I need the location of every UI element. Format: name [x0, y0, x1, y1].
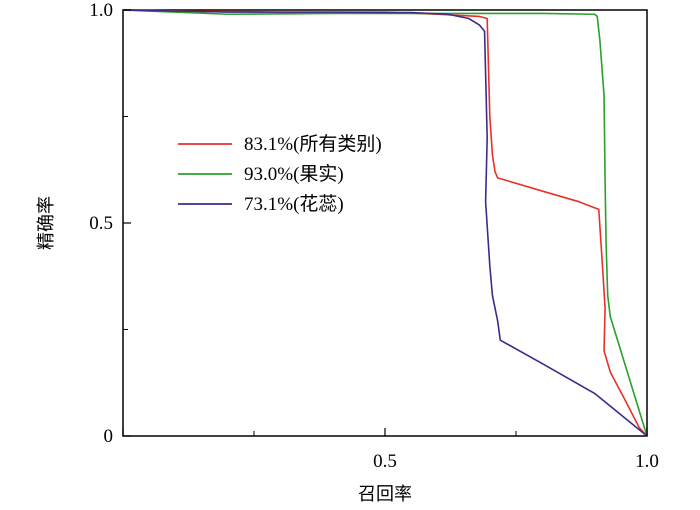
x-tick-label-1: 0.5: [373, 451, 397, 472]
legend: 83.1%(所有类别) 93.0%(果实) 73.1%(花蕊): [178, 133, 382, 215]
y-axis-title: 精确率: [36, 196, 57, 250]
series-line-2: [122, 9, 648, 437]
legend-label-0: 83.1%(所有类别): [244, 133, 382, 155]
x-tick-label-2: 1.0: [635, 451, 659, 472]
plot-frame: [122, 9, 648, 437]
series-line-0: [122, 9, 648, 437]
y-tick-label-2: 1.0: [89, 0, 113, 21]
y-tick-label-1: 0.5: [89, 213, 113, 234]
ticks-layer: 0.5 1.0 0 0.5 1.0: [89, 0, 659, 472]
legend-label-2: 73.1%(花蕊): [244, 193, 344, 215]
x-axis-title: 召回率: [358, 484, 412, 505]
plot-area: [122, 9, 648, 437]
y-tick-label-0: 0: [104, 426, 114, 447]
legend-label-1: 93.0%(果实): [244, 163, 344, 185]
series-line-1: [122, 9, 648, 437]
series-layer: [122, 9, 648, 437]
